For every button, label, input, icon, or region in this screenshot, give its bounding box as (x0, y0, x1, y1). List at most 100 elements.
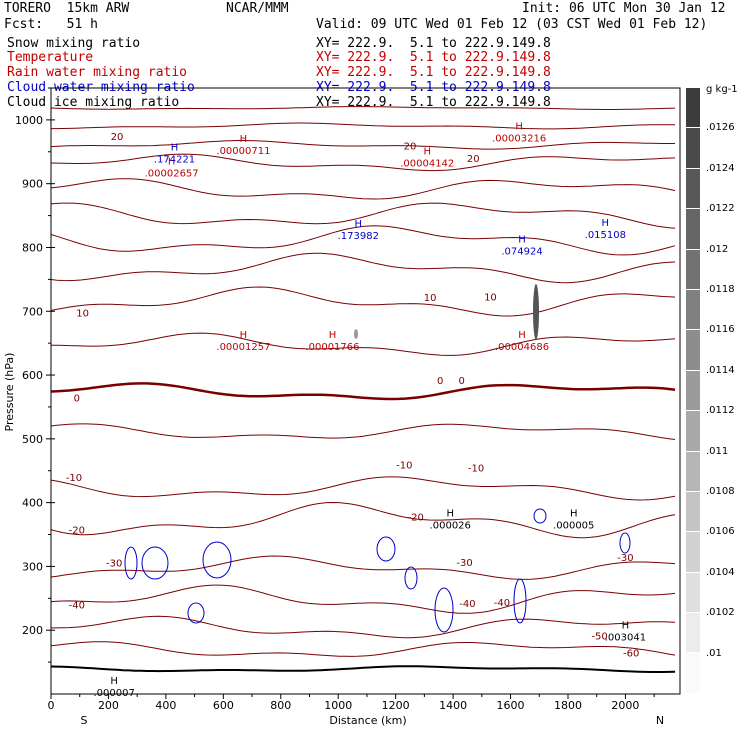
valid-time: Valid: 09 UTC Wed 01 Feb 12 (03 CST Wed … (316, 17, 708, 32)
rain-maximum-value: .00004686 (495, 342, 549, 353)
snow-maximum-value: .000005 (553, 521, 594, 532)
rain-maximum-marker: H (240, 134, 248, 145)
cloud-water-contour (533, 508, 547, 524)
colorbar-label: .01 (706, 647, 722, 659)
colorbar-segment (686, 411, 700, 452)
temperature-contour-label: 10 (424, 293, 437, 304)
colorbar-label: .0104 (706, 566, 735, 578)
temperature-contour-line (51, 332, 676, 356)
temperature-contour-line (51, 122, 675, 130)
temperature-contour-label: -10 (468, 464, 484, 475)
colorbar-label: .0102 (706, 607, 735, 619)
temperature-contour-label: -30 (617, 553, 633, 564)
cloud-water-contour (404, 566, 418, 590)
snow-maximum-value: .000026 (430, 521, 471, 532)
x-tick-label: 1400 (439, 699, 467, 712)
colorbar-segment (686, 168, 700, 210)
legend-snow-xy: XY= 222.9. 5.1 to 222.9.149.8 (316, 36, 551, 51)
y-tick-label: 700 (22, 305, 43, 318)
colorbar-label: .0118 (706, 284, 735, 295)
rain-maximum-value: .00001766 (305, 342, 359, 353)
temperature-contour-label: 20 (111, 132, 124, 143)
colorbar-segment (686, 249, 700, 290)
colorbar-label: .0106 (706, 526, 735, 538)
snow-maximum-marker: H (622, 620, 630, 631)
rain-maximum-marker: H (168, 157, 176, 168)
legend-temp-xy: XY= 222.9. 5.1 to 222.9.149.8 (316, 50, 551, 65)
temperature-contour-label: 20 (404, 141, 417, 152)
x-tick-label: 200 (98, 699, 119, 712)
temperature-contour-line (50, 555, 676, 580)
colorbar (686, 88, 700, 694)
cloud-water-contour (513, 578, 527, 624)
ice-maximum-marker: H (110, 676, 118, 687)
x-tick-label: 1800 (554, 699, 582, 712)
colorbar-segment (686, 613, 700, 654)
temperature-contour-label: -60 (623, 649, 639, 660)
cloud-water-maximum-marker: H (518, 234, 526, 245)
temperature-contour-label: 10 (76, 309, 89, 320)
colorbar-segment (686, 491, 700, 533)
legend-temp-name: Temperature (7, 50, 94, 65)
temperature-contour-label: -20 (69, 525, 85, 536)
cloud-water-maximum-marker: H (602, 218, 610, 229)
temperature-contour-line (50, 584, 676, 614)
colorbar-segment (686, 653, 700, 694)
temperature-contour-label: 10 (484, 293, 497, 304)
colorbar-segment (686, 370, 700, 412)
temperature-contour-line (50, 665, 676, 673)
cloud-water-maximum-value: .174221 (154, 155, 195, 166)
temperature-contour-line (50, 252, 676, 284)
colorbar-label: .0108 (706, 486, 735, 497)
cloud-water-contour (187, 602, 205, 624)
colorbar-label: .012 (706, 243, 729, 255)
x-tick-label: 800 (270, 699, 291, 712)
temperature-contour-label: 0 (437, 376, 443, 387)
y-tick-label: 500 (22, 433, 43, 446)
temperature-contour-line (50, 225, 676, 256)
cloud-water-contours (124, 508, 631, 633)
colorbar-segment (686, 88, 700, 129)
y-tick-label: 900 (22, 178, 43, 191)
temperature-contour-line (50, 153, 676, 172)
temperature-contour-label: -10 (66, 473, 82, 484)
cloud-water-contour (202, 541, 232, 579)
colorbar-segment (686, 209, 700, 250)
cloud-water-contour (376, 536, 396, 562)
y-tick-label: 600 (22, 369, 43, 382)
y-axis: 200 300 400 500 600 700 800 900 1000 (15, 87, 55, 663)
colorbar-label: .0112 (706, 405, 735, 417)
colorbar-segment (686, 330, 700, 371)
temperature-contour-label: -40 (459, 599, 475, 610)
temperature-contour-label: 0 (74, 393, 80, 404)
legend-ice-xy: XY= 222.9. 5.1 to 222.9.149.8 (316, 95, 551, 110)
colorbar-label: .0114 (706, 364, 735, 376)
x-tick-label: 1000 (324, 699, 352, 712)
temperature-contour-line (50, 382, 676, 401)
rain-maximum-value: .00004142 (400, 158, 454, 169)
field-labels: -60 -50 -40 -40 -40 -30 -30 -30 -20 -20 -10 -10 -10 0… (66, 121, 646, 698)
colorbar-unit: g kg-1 (706, 84, 738, 95)
x-axis: 0 200 400 600 800 1000 1200 1400 1600 1800 2000 (48, 694, 655, 712)
cloud-water-maximum-marker: H (171, 143, 179, 154)
temperature-contour-line (50, 106, 676, 110)
x-tick-label: 1600 (497, 699, 525, 712)
colorbar-label: .0124 (706, 162, 735, 174)
colorbar-label: .0116 (706, 324, 735, 336)
x-axis-label: Distance (km) (329, 714, 406, 727)
temperature-contour-line (50, 641, 676, 657)
y-axis-label: Pressure (hPa) (3, 353, 16, 432)
temperature-contour-label: -20 (408, 513, 424, 524)
temperature-contour-label: 0 (459, 376, 465, 387)
temperature-contour-line (50, 178, 676, 200)
colorbar-segment (686, 572, 700, 614)
colorbar-label: .011 (706, 445, 729, 457)
rain-maximum-value: .00002657 (145, 169, 199, 180)
snow-maximum-marker: H (570, 509, 578, 520)
rain-maximum-marker: H (518, 330, 526, 341)
y-tick-label: 300 (22, 560, 43, 573)
colorbar-segment (686, 128, 700, 169)
rain-maximum-marker: H (329, 330, 337, 341)
snow-maximum-marker: H (446, 509, 454, 520)
x-tick-label: 0 (48, 699, 55, 712)
